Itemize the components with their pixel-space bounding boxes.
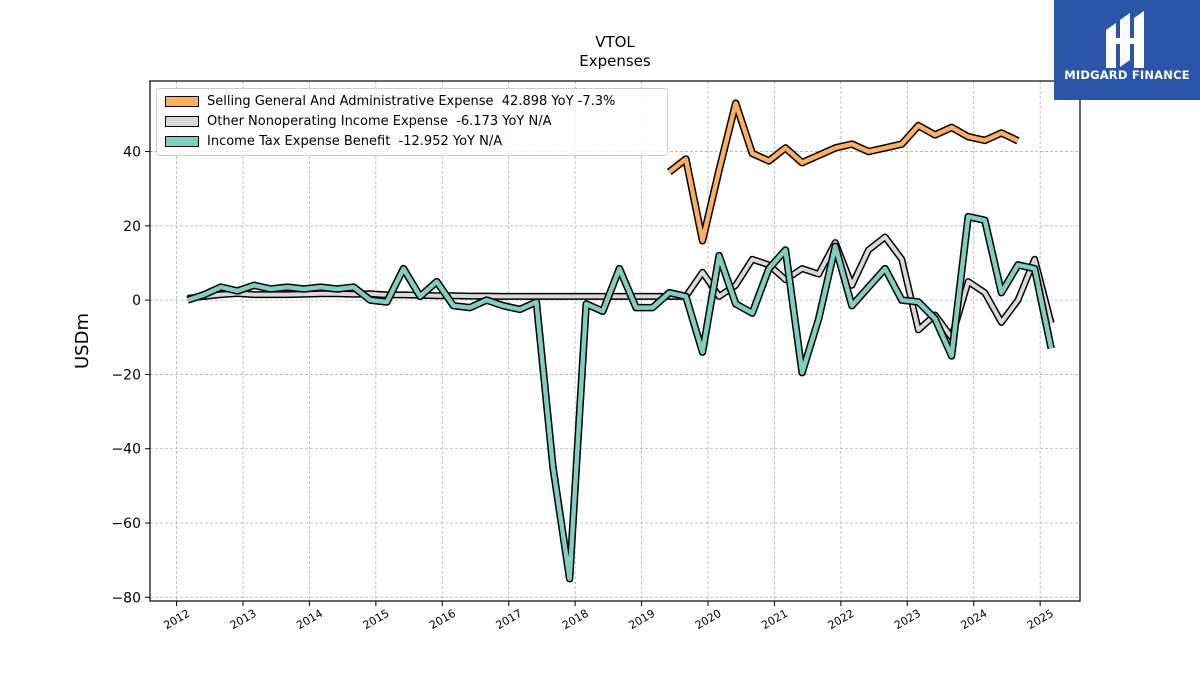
- legend-label-other-nonoperating: Other Nonoperating Income Expense -6.173…: [207, 113, 552, 129]
- x-tick-label: 2017: [494, 607, 525, 632]
- chart-title: VTOL: [595, 33, 635, 51]
- series-line: [187, 235, 1054, 340]
- series-0: [666, 99, 1020, 245]
- legend-label-sga: Selling General And Administrative Expen…: [207, 93, 616, 109]
- legend-item-other-nonoperating: Other Nonoperating Income Expense -6.173…: [165, 112, 552, 130]
- y-tick-label: −60: [111, 516, 141, 532]
- series-2: [186, 212, 1055, 583]
- series-line: [186, 214, 1054, 581]
- legend-item-income-tax: Income Tax Expense Benefit -12.952 YoY N…: [165, 132, 502, 150]
- x-tick-label: 2025: [1025, 607, 1056, 632]
- series-line: [667, 101, 1019, 243]
- x-tick-label: 2013: [228, 607, 259, 632]
- x-tick-label: 2020: [693, 607, 724, 632]
- legend-swatch-income-tax: [165, 135, 199, 147]
- x-tick-label: 2012: [161, 607, 192, 632]
- logo-text: MIDGARD FINANCE: [1064, 68, 1190, 82]
- y-tick-label: −80: [111, 590, 141, 606]
- mh-monogram-icon: [1106, 11, 1144, 68]
- x-tick-label: 2021: [759, 607, 790, 632]
- chart-subtitle: Expenses: [579, 52, 651, 70]
- y-tick-label: −40: [111, 442, 141, 458]
- x-tick-label: 2023: [892, 607, 923, 632]
- x-tick-label: 2016: [427, 607, 458, 632]
- legend: Selling General And Administrative Expen…: [156, 88, 668, 156]
- x-tick-label: 2018: [560, 607, 591, 632]
- legend-swatch-sga: [165, 95, 199, 107]
- plot-area: [150, 81, 1080, 601]
- series-layer: [186, 99, 1055, 583]
- y-tick-label: 20: [123, 219, 141, 235]
- plot-frame: [149, 80, 1081, 602]
- x-tick-label: 2015: [361, 607, 392, 632]
- x-tick-label: 2024: [959, 607, 990, 632]
- x-tick-label: 2014: [294, 607, 325, 632]
- y-tick-label: 40: [123, 145, 141, 161]
- legend-label-income-tax: Income Tax Expense Benefit -12.952 YoY N…: [207, 133, 503, 149]
- legend-swatch-other-nonoperating: [165, 115, 199, 127]
- series-1: [187, 233, 1055, 341]
- legend-item-sga: Selling General And Administrative Expen…: [165, 92, 615, 110]
- y-axis-label: USDm: [72, 313, 93, 369]
- y-tick-label: −20: [111, 367, 141, 383]
- x-tick-label: 2019: [626, 607, 657, 632]
- y-tick-label: 0: [132, 293, 141, 309]
- x-tick-label: 2022: [826, 607, 857, 632]
